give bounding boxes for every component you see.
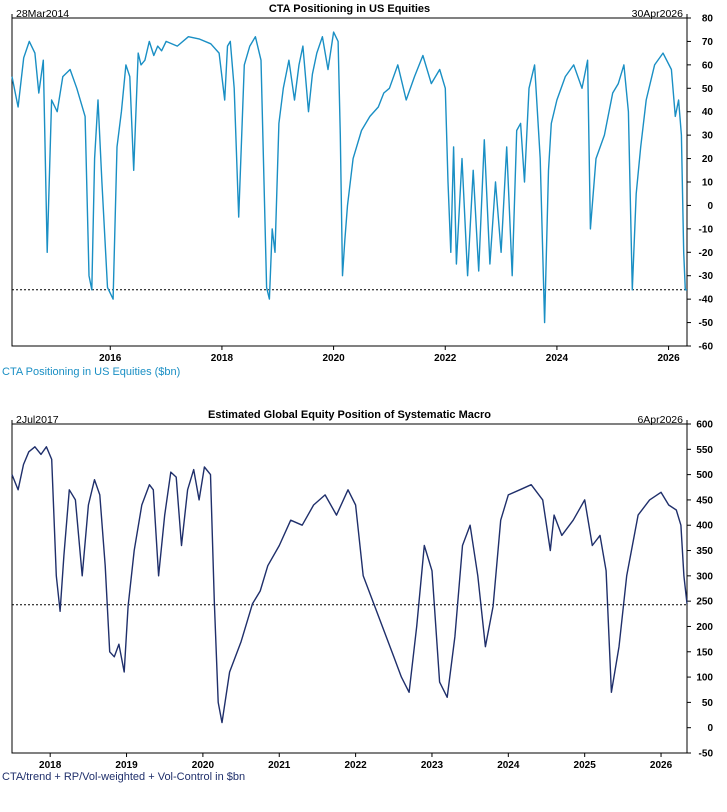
x-tick-label: 2019 <box>115 760 138 771</box>
y-tick-label: -30 <box>699 271 714 282</box>
y-tick-label: 400 <box>696 521 713 532</box>
y-tick-label: -20 <box>699 248 714 259</box>
x-tick-label: 2022 <box>434 353 457 364</box>
y-tick-label: 80 <box>702 14 714 25</box>
x-tick-label: 2024 <box>497 760 520 771</box>
series-line <box>11 446 688 724</box>
y-tick-label: 450 <box>696 495 713 506</box>
x-tick-label: 2020 <box>192 760 215 771</box>
y-tick-label: 30 <box>702 131 714 142</box>
y-tick-label: 10 <box>702 178 714 189</box>
y-tick-label: -10 <box>699 224 714 235</box>
x-tick-label: 2021 <box>268 760 291 771</box>
x-tick-label: 2026 <box>657 353 680 364</box>
x-tick-label: 2025 <box>574 760 597 771</box>
legend-label: CTA Positioning in US Equities ($bn) <box>2 366 180 378</box>
x-tick-label: 2018 <box>39 760 62 771</box>
x-tick-label: 2020 <box>322 353 345 364</box>
y-tick-label: 250 <box>696 597 713 608</box>
y-tick-label: 0 <box>707 201 713 212</box>
x-tick-label: 2016 <box>99 353 122 364</box>
y-tick-label: 0 <box>707 723 713 734</box>
y-tick-label: -40 <box>699 295 714 306</box>
y-tick-label: -60 <box>699 342 714 353</box>
end-date-label: 6Apr2026 <box>637 414 683 426</box>
y-tick-label: -50 <box>699 318 714 329</box>
chart-title: CTA Positioning in US Equities <box>269 3 430 15</box>
y-tick-label: 500 <box>696 470 713 481</box>
cta-positioning-chart: CTA Positioning in US Equities 28Mar2014 3… <box>2 3 713 378</box>
start-date-label: 28Mar2014 <box>16 8 69 20</box>
x-tick-label: 2018 <box>211 353 234 364</box>
y-tick-label: 300 <box>696 571 713 582</box>
systematic-macro-chart: Estimated Global Equity Position of Syst… <box>2 409 713 783</box>
y-tick-label: 150 <box>696 647 713 658</box>
x-tick-label: 2024 <box>546 353 569 364</box>
x-tick-label: 2026 <box>650 760 673 771</box>
series-line <box>11 31 687 324</box>
start-date-label: 2Jul2017 <box>16 414 59 426</box>
y-tick-label: 60 <box>702 60 714 71</box>
y-tick-label: 100 <box>696 673 713 684</box>
y-tick-label: 600 <box>696 420 713 431</box>
y-tick-label: 40 <box>702 107 714 118</box>
y-tick-label: 50 <box>702 84 714 95</box>
x-tick-label: 2023 <box>421 760 444 771</box>
legend-label: CTA/trend + RP/Vol-weighted + Vol-Contro… <box>2 771 245 783</box>
y-tick-label: 350 <box>696 546 713 557</box>
y-tick-label: 50 <box>702 698 714 709</box>
x-tick-label: 2022 <box>344 760 367 771</box>
y-tick-label: 70 <box>702 37 714 48</box>
y-tick-label: 550 <box>696 445 713 456</box>
y-tick-label: 20 <box>702 154 714 165</box>
y-tick-label: 200 <box>696 622 713 633</box>
chart-title: Estimated Global Equity Position of Syst… <box>208 409 491 421</box>
end-date-label: 30Apr2026 <box>632 8 684 20</box>
plot-frame <box>11 423 688 754</box>
y-tick-label: -50 <box>699 749 714 760</box>
